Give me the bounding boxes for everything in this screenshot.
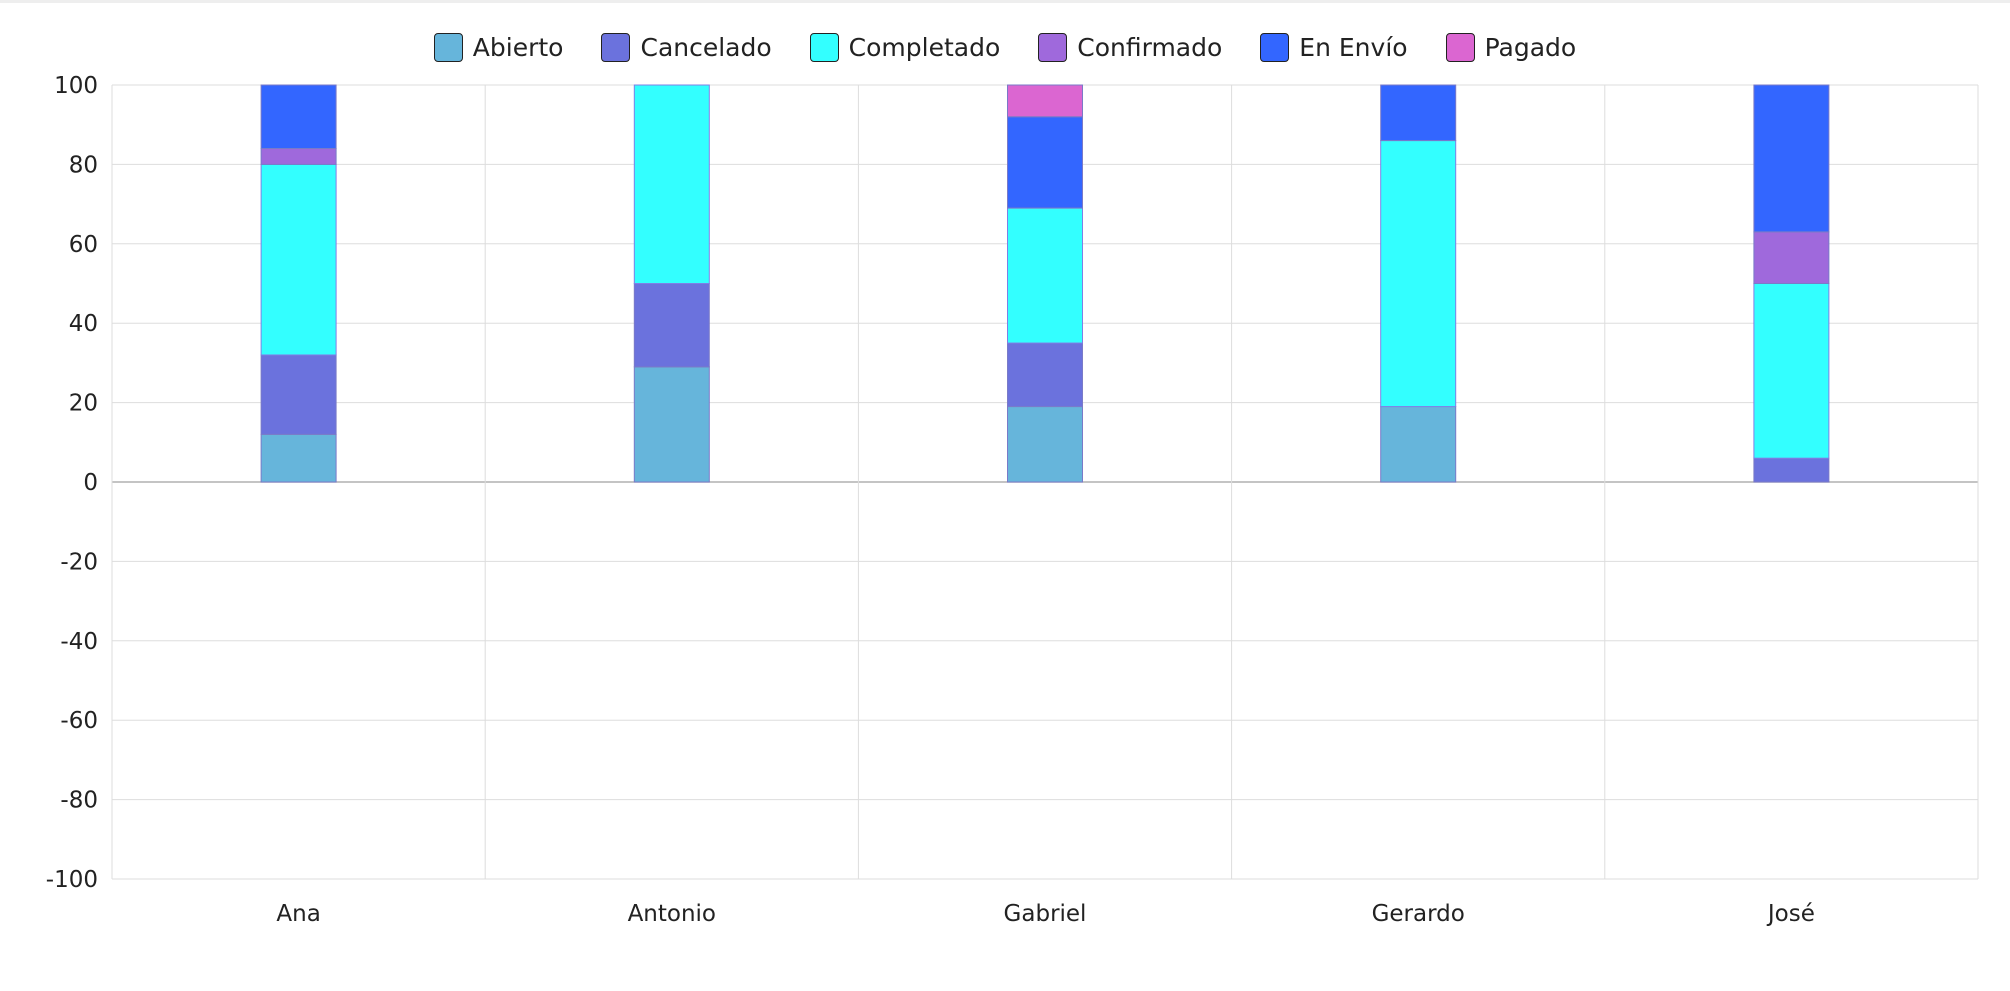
y-tick-label: 0 [83,470,98,496]
legend-label: En Envío [1299,32,1408,62]
bar-segment [1007,406,1083,483]
x-tick-label: Ana [276,901,320,927]
y-tick-label: -20 [60,549,98,575]
bar-segment [1753,283,1830,459]
legend-item[interactable]: Cancelado [601,32,772,62]
legend-swatch [1038,32,1068,62]
bar-segment [260,354,337,435]
bar-segment [1753,231,1830,284]
y-tick-label: -40 [60,629,98,655]
bar-segment [633,366,710,483]
legend-swatch [1260,32,1290,62]
bar-segment [1007,84,1083,118]
x-tick-label: Antonio [628,901,716,927]
bar-segment [1380,406,1457,483]
y-tick-label: -100 [46,867,98,893]
y-tick-label: -60 [60,708,98,734]
bar-segment [633,84,710,284]
y-tick-label: 20 [69,391,98,417]
legend-label: Completado [848,32,1001,62]
y-tick-label: 60 [69,232,98,258]
x-tick-label: José [1766,901,1815,927]
legend-label: Confirmado [1077,32,1223,62]
legend-item[interactable]: En Envío [1260,32,1408,62]
chart-legend: Abierto Cancelado Completado Confirmado En E… [0,22,2010,72]
bar-segment [633,283,710,368]
bar-segment [1007,207,1083,344]
x-tick-label: Gerardo [1372,901,1465,927]
bar-segment [1753,84,1830,233]
bar-segment [260,148,337,165]
bar-segment [260,433,337,483]
legend-item[interactable]: Pagado [1445,32,1577,62]
legend-swatch [809,32,839,62]
legend-label: Pagado [1484,32,1577,62]
y-tick-label: 100 [54,73,98,99]
x-tick-label: Gabriel [1004,901,1087,927]
legend-item[interactable]: Abierto [433,32,564,62]
bar-segment [1007,342,1083,408]
bar-segment [1753,457,1830,483]
top-border [0,0,2010,3]
bar-segment [260,84,337,150]
legend-swatch [433,32,463,62]
legend-label: Cancelado [640,32,772,62]
bar-segment [260,163,337,356]
y-tick-label: 80 [69,152,98,178]
bar-segment [1380,84,1457,142]
legend-swatch [601,32,631,62]
legend-item[interactable]: Completado [809,32,1001,62]
bar-segment [1380,140,1457,408]
bar-segment [1007,116,1083,209]
legend-label: Abierto [472,32,564,62]
y-tick-label: -80 [60,788,98,814]
legend-swatch [1445,32,1475,62]
y-tick-label: 40 [69,311,98,337]
legend-item[interactable]: Confirmado [1038,32,1223,62]
